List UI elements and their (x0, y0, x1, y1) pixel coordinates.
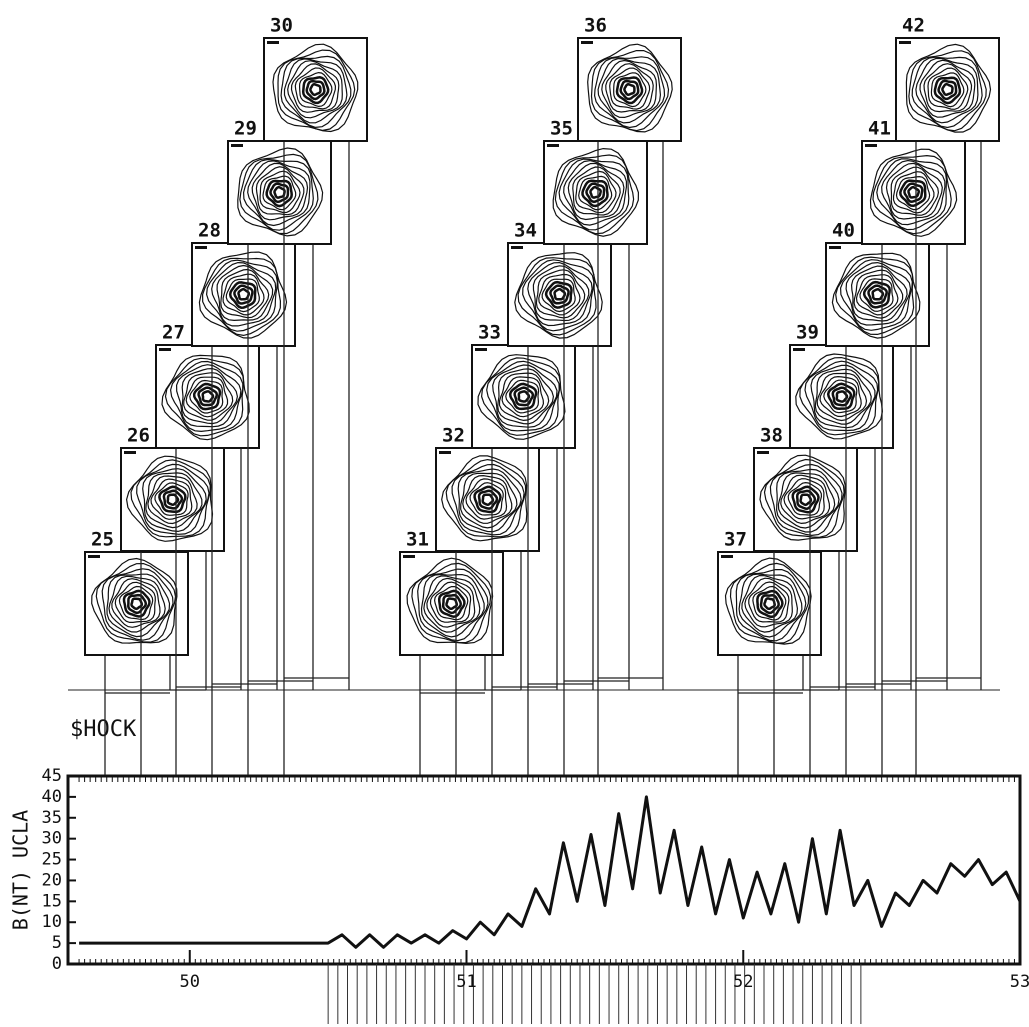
panel-label: 40 (832, 220, 855, 242)
panel-marker (195, 246, 207, 249)
y-tick-label: 15 (42, 891, 62, 911)
y-tick-label: 35 (42, 808, 62, 828)
contour-center (521, 394, 526, 399)
page: $HOCK B(NT) UCLA 25262728293031323334353… (0, 0, 1029, 1027)
panel-marker (124, 451, 136, 454)
x-tick-label: 51 (456, 972, 476, 992)
y-tick-label: 20 (42, 870, 62, 890)
data-line (79, 797, 1020, 947)
contour-center (170, 497, 175, 502)
contour-center (767, 601, 772, 606)
panel-label: 36 (584, 15, 607, 37)
contour-center (627, 87, 632, 92)
contour-center (911, 190, 916, 195)
panel-label: 42 (902, 15, 925, 37)
panel-marker (721, 555, 733, 558)
panel-label: 31 (406, 529, 429, 551)
panel-label: 27 (162, 322, 185, 344)
panel-marker (159, 348, 171, 351)
contour-center (277, 190, 282, 195)
panel-label: 41 (868, 118, 891, 140)
panel-marker (547, 144, 559, 147)
panel-marker (793, 348, 805, 351)
y-tick-label: 40 (42, 787, 62, 807)
y-tick-label: 5 (52, 933, 62, 953)
contour-center (134, 601, 139, 606)
y-axis-label: B(NT) UCLA (9, 810, 33, 930)
panel-marker (865, 144, 877, 147)
contour-center (557, 292, 562, 297)
contour-center (205, 394, 210, 399)
y-tick-label: 10 (42, 912, 62, 932)
panel-marker (231, 144, 243, 147)
panel-label: 39 (796, 322, 819, 344)
annotation: $HOCK (70, 717, 137, 742)
y-tick-label: 45 (42, 766, 62, 786)
contour-center (875, 292, 880, 297)
x-tick-label: 53 (1010, 972, 1029, 992)
x-tick-label: 50 (180, 972, 200, 992)
plot-frame (68, 776, 1020, 964)
panel-marker (88, 555, 100, 558)
contour-center (241, 292, 246, 297)
panel-marker (439, 451, 451, 454)
panel-marker (757, 451, 769, 454)
contour-center (945, 87, 950, 92)
y-tick-label: 0 (52, 954, 62, 974)
chart: $HOCK B(NT) UCLA 25262728293031323334353… (0, 0, 1029, 1027)
panel-marker (829, 246, 841, 249)
panel-label: 34 (514, 220, 537, 242)
panel-label: 28 (198, 220, 221, 242)
contour-center (485, 497, 490, 502)
panel-label: 37 (724, 529, 747, 551)
panel-label: 32 (442, 425, 465, 447)
panel-label: 26 (127, 425, 150, 447)
contour-center (313, 87, 318, 92)
panel-label: 38 (760, 425, 783, 447)
panel-marker (403, 555, 415, 558)
y-tick-label: 30 (42, 829, 62, 849)
x-tick-label: 52 (733, 972, 753, 992)
contour-center (449, 601, 454, 606)
panel-marker (267, 41, 279, 44)
panel-label: 29 (234, 118, 257, 140)
panel-marker (899, 41, 911, 44)
panel-label: 35 (550, 118, 573, 140)
contour-center (803, 497, 808, 502)
contour-center (839, 394, 844, 399)
panel-marker (581, 41, 593, 44)
panel-marker (511, 246, 523, 249)
contour-center (593, 190, 598, 195)
panel-marker (475, 348, 487, 351)
y-tick-label: 25 (42, 850, 62, 870)
panel-label: 25 (91, 529, 114, 551)
panel-label: 33 (478, 322, 501, 344)
panel-label: 30 (270, 15, 293, 37)
